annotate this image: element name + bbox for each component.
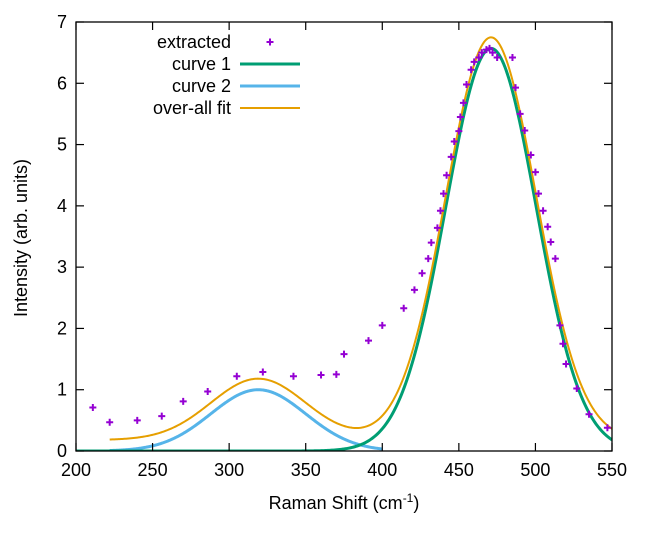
data-point (508, 54, 516, 62)
data-point (493, 54, 501, 62)
curves (76, 36, 612, 451)
data-point (450, 138, 458, 146)
y-tick-label: 7 (57, 12, 67, 32)
axes: 200 250 300 350 400 450 500 550 0 1 2 3 4 5 6 7 (57, 12, 627, 480)
data-point (512, 84, 520, 92)
data-point (179, 397, 187, 405)
x-tick-label: 450 (444, 460, 474, 480)
data-point (400, 304, 408, 312)
data-point (133, 416, 141, 424)
data-point (443, 171, 451, 179)
data-point (603, 424, 611, 432)
legend-marker-extracted (266, 38, 274, 46)
series-line-curve-2 (109, 388, 383, 451)
data-point (455, 127, 463, 135)
data-point (544, 223, 552, 231)
data-point (317, 371, 325, 379)
data-point (427, 239, 435, 247)
data-point (378, 321, 386, 329)
data-point (556, 321, 564, 329)
data-point (585, 410, 593, 418)
x-tick-label: 250 (138, 460, 168, 480)
data-point (440, 190, 448, 198)
x-axis-title-end: ) (413, 493, 419, 513)
data-point (89, 403, 97, 411)
data-point (106, 418, 114, 426)
data-point (204, 388, 212, 396)
data-point (467, 66, 475, 74)
data-point (516, 110, 524, 118)
data-point (410, 286, 418, 294)
plot-area (76, 36, 612, 451)
data-point (365, 337, 373, 345)
data-point (463, 81, 471, 89)
data-point (456, 113, 464, 121)
series-line-over-all-fit (109, 36, 612, 441)
series-line-curve-1 (76, 46, 612, 451)
y-tick-label: 0 (57, 441, 67, 461)
y-tick-label: 2 (57, 318, 67, 338)
x-axis-title-sup: -1 (403, 491, 414, 505)
x-tick-label: 500 (520, 460, 550, 480)
data-point (478, 49, 486, 57)
x-tick-label: 200 (61, 460, 91, 480)
legend-label: extracted (157, 32, 231, 52)
data-point (485, 44, 493, 52)
data-point (562, 360, 570, 368)
data-point (459, 99, 467, 107)
x-tick-label: 400 (367, 460, 397, 480)
x-axis-title-main: Raman Shift (cm (269, 493, 403, 513)
data-point (340, 350, 348, 358)
data-point (436, 207, 444, 215)
data-point (424, 255, 432, 263)
data-point (447, 153, 455, 161)
legend-label: curve 1 (172, 54, 231, 74)
data-point (521, 126, 529, 134)
data-point (547, 238, 555, 246)
x-axis-title: Raman Shift (cm-1) (269, 491, 420, 513)
data-point (233, 372, 241, 380)
data-point (470, 58, 478, 66)
y-axis-title: Intensity (arb. units) (11, 159, 31, 317)
y-tick-label: 6 (57, 73, 67, 93)
x-tick-label: 350 (291, 460, 321, 480)
extracted-points (89, 44, 611, 432)
x-tick-label: 300 (214, 460, 244, 480)
data-point (559, 340, 567, 348)
data-point (531, 168, 539, 176)
data-point (489, 49, 497, 57)
data-point (475, 54, 483, 62)
data-point (332, 370, 340, 378)
y-tick-label: 3 (57, 257, 67, 277)
legend-label: over-all fit (153, 98, 231, 118)
data-point (418, 269, 426, 277)
y-tick-label: 5 (57, 135, 67, 155)
data-point (433, 224, 441, 232)
x-tick-label: 550 (597, 460, 627, 480)
data-point (259, 368, 267, 376)
data-point (573, 384, 581, 392)
y-tick-label: 4 (57, 196, 67, 216)
data-point (289, 372, 297, 380)
data-point (527, 151, 535, 159)
y-tick-label: 1 (57, 380, 67, 400)
legend-label: curve 2 (172, 76, 231, 96)
plot-frame (75, 21, 613, 452)
data-point (158, 412, 166, 420)
data-point (539, 207, 547, 215)
data-point (534, 190, 542, 198)
data-point (551, 255, 559, 263)
